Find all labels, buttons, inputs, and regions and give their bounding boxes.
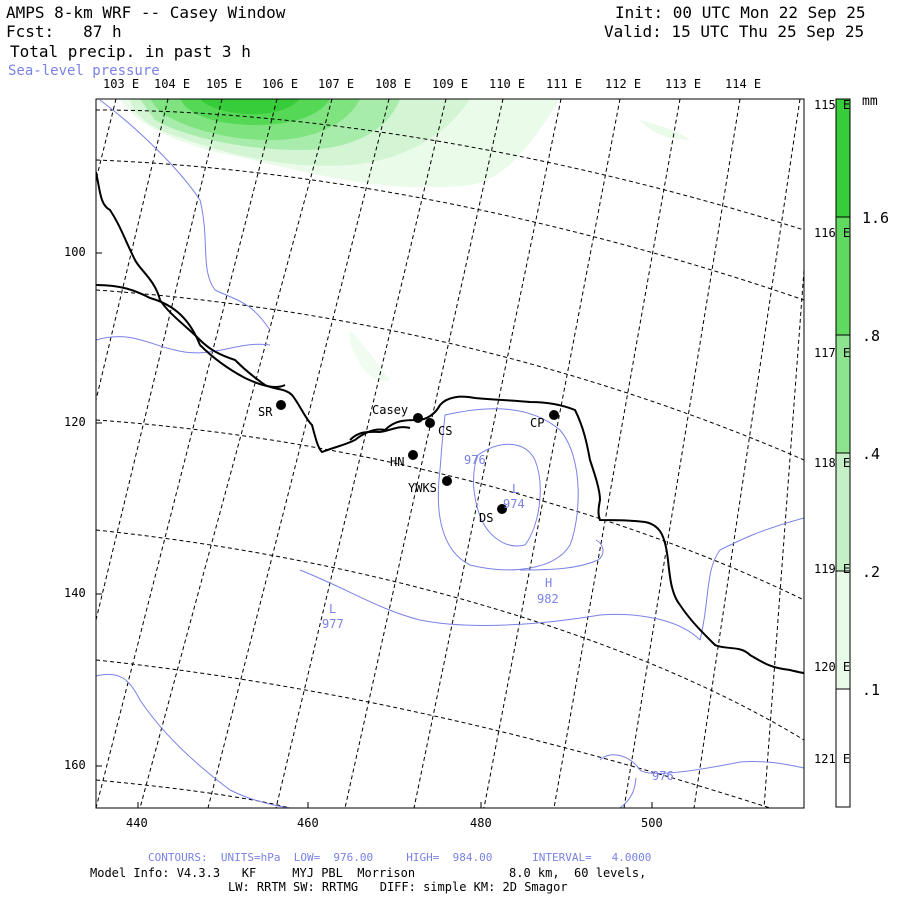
- station-label-sr: SR: [258, 405, 273, 419]
- station-marker-casey[interactable]: [413, 413, 423, 423]
- y-tick-label: 140: [64, 586, 86, 600]
- lat-label: 120 E: [814, 660, 851, 674]
- lat-label: 116 E: [814, 226, 851, 240]
- model-info: Model Info: V4.3.3 KF MYJ PBL Morrison 8…: [90, 866, 647, 880]
- x-tick-label: 460: [297, 816, 319, 830]
- station-label-ds: DS: [479, 511, 494, 525]
- colorbar-bin: [836, 689, 850, 807]
- pressure-value-label: 977: [322, 617, 344, 631]
- colorbar-label: 1.6: [862, 209, 890, 227]
- lon-label: 104 E: [154, 77, 191, 91]
- lon-label: 105 E: [206, 77, 243, 91]
- colorbar-bin: [836, 453, 850, 571]
- y-tick-label: 120: [64, 415, 86, 429]
- lon-label: 109 E: [432, 77, 469, 91]
- colorbar-label: .8: [862, 327, 881, 345]
- coastline: [96, 171, 804, 674]
- axis-ticks: [96, 252, 653, 808]
- y-tick-label: 100: [64, 245, 86, 259]
- lon-label: 111 E: [546, 77, 583, 91]
- x-tick-label: 440: [126, 816, 148, 830]
- forecast-hour: Fcst: 87 h: [6, 22, 122, 41]
- x-tick-label: 480: [470, 816, 492, 830]
- lat-label: 119 E: [814, 562, 851, 576]
- init-time: Init: 00 UTC Mon 22 Sep 25: [615, 3, 866, 22]
- station-marker-ywks[interactable]: [442, 476, 452, 486]
- station-marker-cp[interactable]: [549, 410, 559, 420]
- pressure-value-label: 976: [652, 769, 674, 783]
- station-marker-ds[interactable]: [497, 504, 507, 514]
- lon-label: 108 E: [375, 77, 412, 91]
- station-label-hn: HN: [390, 455, 405, 469]
- y-tick-label: 160: [64, 758, 86, 772]
- lat-label: 117 E: [814, 346, 851, 360]
- map-title: AMPS 8-km WRF -- Casey Window: [6, 3, 286, 22]
- station-label-casey: Casey: [372, 403, 409, 417]
- colorbar-bin: [836, 99, 850, 217]
- plot-frame: [95, 98, 805, 809]
- lon-label: 110 E: [489, 77, 526, 91]
- lat-label: 118 E: [814, 456, 851, 470]
- lon-label: 107 E: [318, 77, 355, 91]
- colorbar-label: .2: [862, 563, 881, 581]
- colorbar-label: .1: [862, 681, 881, 699]
- lon-label: 114 E: [725, 77, 762, 91]
- colorbar-bin: [836, 217, 850, 335]
- low-pressure-marker: L: [512, 482, 520, 496]
- station-label-ywks: YWKS: [408, 481, 437, 495]
- physics-info: LW: RRTM SW: RRTMG DIFF: simple KM: 2D S…: [228, 880, 568, 894]
- colorbar-bin: [836, 571, 850, 689]
- lon-label: 106 E: [262, 77, 299, 91]
- field-description: Total precip. in past 3 h: [10, 42, 251, 61]
- overlay-description: Sea-level pressure: [8, 63, 160, 79]
- lat-label: 115 E: [814, 98, 851, 112]
- graticule: [96, 99, 804, 808]
- x-tick-label: 500: [641, 816, 663, 830]
- lon-label: 103 E: [103, 77, 140, 91]
- station-label-cp: CP: [530, 416, 545, 430]
- station-label-cs: CS: [438, 424, 453, 438]
- station-marker-hn[interactable]: [408, 450, 418, 460]
- contour-info: CONTOURS: UNITS=hPa LOW= 976.00 HIGH= 98…: [148, 851, 652, 864]
- low-pressure-marker: L: [329, 602, 337, 616]
- station-marker-cs[interactable]: [425, 418, 435, 428]
- pressure-value-label: 976: [464, 453, 486, 467]
- colorbar-bin: [836, 335, 850, 453]
- colorbar: [835, 98, 851, 808]
- station-marker-sr[interactable]: [276, 400, 286, 410]
- lat-label: 121 E: [814, 752, 851, 766]
- pressure-value-label: 982: [537, 592, 559, 606]
- stations: [276, 400, 559, 514]
- pressure-value-label: 974: [503, 497, 525, 511]
- map-interior: [96, 99, 804, 808]
- lon-label: 113 E: [665, 77, 702, 91]
- lon-label: 112 E: [605, 77, 642, 91]
- valid-time: Valid: 15 UTC Thu 25 Sep 25: [604, 22, 865, 41]
- colorbar-label: .4: [862, 445, 881, 463]
- colorbar-unit: mm: [862, 94, 878, 109]
- high-pressure-marker: H: [545, 576, 553, 590]
- pressure-contours: [96, 99, 804, 808]
